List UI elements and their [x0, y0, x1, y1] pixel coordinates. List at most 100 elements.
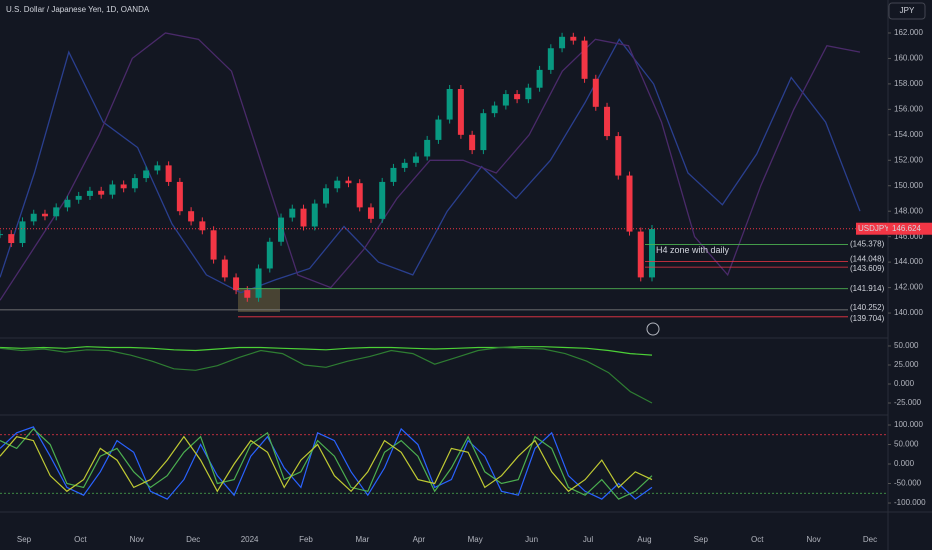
- candle-body: [98, 190, 105, 195]
- candle-body: [109, 184, 116, 195]
- candle-body: [536, 69, 543, 88]
- candle-body: [412, 156, 419, 163]
- y-tick-label: 148.000: [894, 206, 923, 215]
- y-tick-label: 158.000: [894, 79, 923, 88]
- x-tick-label: Nov: [806, 535, 820, 544]
- x-tick-label: Dec: [863, 535, 877, 544]
- candle-body: [86, 190, 93, 196]
- candle-body: [278, 217, 285, 242]
- y-tick-label: 140.000: [894, 308, 923, 317]
- candle-body: [143, 170, 150, 179]
- y-tick-label: 154.000: [894, 130, 923, 139]
- x-tick-label: Aug: [637, 535, 651, 544]
- candle-body: [221, 259, 228, 278]
- candle-body: [502, 94, 509, 106]
- candle-body: [559, 36, 566, 49]
- candle-body: [626, 175, 633, 232]
- indicator-line: [0, 428, 653, 500]
- y-tick-label: 150.000: [894, 181, 923, 190]
- indicator-line: [0, 435, 653, 493]
- candle-body: [19, 221, 26, 244]
- candle-body: [323, 188, 329, 204]
- indicator-line: [0, 426, 653, 500]
- candle-body: [75, 195, 82, 200]
- candle-body: [491, 105, 498, 114]
- level-label: (140.252): [850, 303, 885, 312]
- candle-body: [649, 229, 655, 278]
- candle-body: [289, 208, 296, 218]
- candle-body: [379, 181, 386, 219]
- level-label: (141.914): [850, 284, 885, 293]
- candle-body: [300, 208, 307, 227]
- candle-body: [0, 234, 3, 236]
- candle-body: [514, 94, 521, 100]
- candle-body: [424, 139, 431, 157]
- candle-body: [120, 184, 127, 189]
- candle-body: [637, 231, 644, 278]
- level-label: (143.609): [850, 264, 885, 273]
- candle-body: [581, 40, 588, 79]
- candle-body: [53, 207, 60, 217]
- indicator-line: [0, 346, 653, 356]
- x-tick-label: Jun: [525, 535, 538, 544]
- candle-body: [345, 180, 352, 184]
- y-tick-label: 162.000: [894, 28, 923, 37]
- y-tick-label: 50.000: [894, 341, 919, 350]
- last-price-label: 146.624: [892, 224, 921, 233]
- candle-body: [131, 178, 138, 189]
- annotation: H4 zone with daily: [656, 245, 730, 255]
- y-tick-label: 100.000: [894, 420, 923, 429]
- x-tick-label: Oct: [74, 535, 87, 544]
- candle-body: [604, 106, 611, 137]
- y-tick-label: 142.000: [894, 283, 923, 292]
- x-tick-label: May: [468, 535, 483, 544]
- candle-body: [30, 213, 37, 222]
- currency-button[interactable]: [888, 2, 926, 20]
- candle-body: [401, 162, 408, 168]
- x-tick-label: Jul: [583, 535, 593, 544]
- candle-body: [547, 48, 554, 70]
- overlay-line: [0, 32, 861, 301]
- candle-body: [266, 241, 273, 269]
- x-tick-label: Sep: [694, 535, 709, 544]
- level-label: (139.704): [850, 314, 885, 323]
- candle-body: [8, 234, 15, 244]
- y-tick-label: 144.000: [894, 257, 923, 266]
- level-label: (145.378): [850, 240, 885, 249]
- y-tick-label: 50.000: [894, 440, 919, 449]
- candle-body: [311, 203, 318, 227]
- overlay-line: [0, 38, 861, 294]
- candle-body: [525, 87, 532, 100]
- candle-body: [199, 221, 206, 231]
- candle-body: [176, 181, 183, 212]
- x-tick-label: Oct: [751, 535, 764, 544]
- candle-body: [188, 211, 195, 222]
- y-tick-label: -25.000: [894, 398, 922, 407]
- level-label: (144.048): [850, 255, 885, 264]
- candle-body: [592, 78, 599, 107]
- candle-body: [615, 136, 622, 176]
- symbol-tag: [856, 222, 888, 235]
- candle-body: [570, 36, 577, 41]
- y-tick-label: -50.000: [894, 479, 922, 488]
- x-tick-label: Nov: [130, 535, 144, 544]
- candle-body: [457, 88, 464, 135]
- alert-icon[interactable]: [646, 322, 660, 336]
- indicator-line: [0, 346, 653, 404]
- symbol-tag-label: USDJPY: [858, 224, 890, 233]
- candle-body: [390, 167, 397, 182]
- x-tick-label: Apr: [413, 535, 426, 544]
- candle-body: [154, 165, 161, 171]
- x-tick-label: 2024: [241, 535, 259, 544]
- candle-body: [233, 277, 240, 291]
- candle-body: [244, 290, 251, 298]
- candle-body: [480, 113, 487, 151]
- candle-body: [165, 165, 172, 182]
- y-tick-label: 0.000: [894, 379, 915, 388]
- candle-body: [334, 180, 341, 189]
- candle-body: [41, 213, 48, 217]
- currency-label[interactable]: JPY: [900, 6, 915, 15]
- candle-body: [435, 119, 442, 140]
